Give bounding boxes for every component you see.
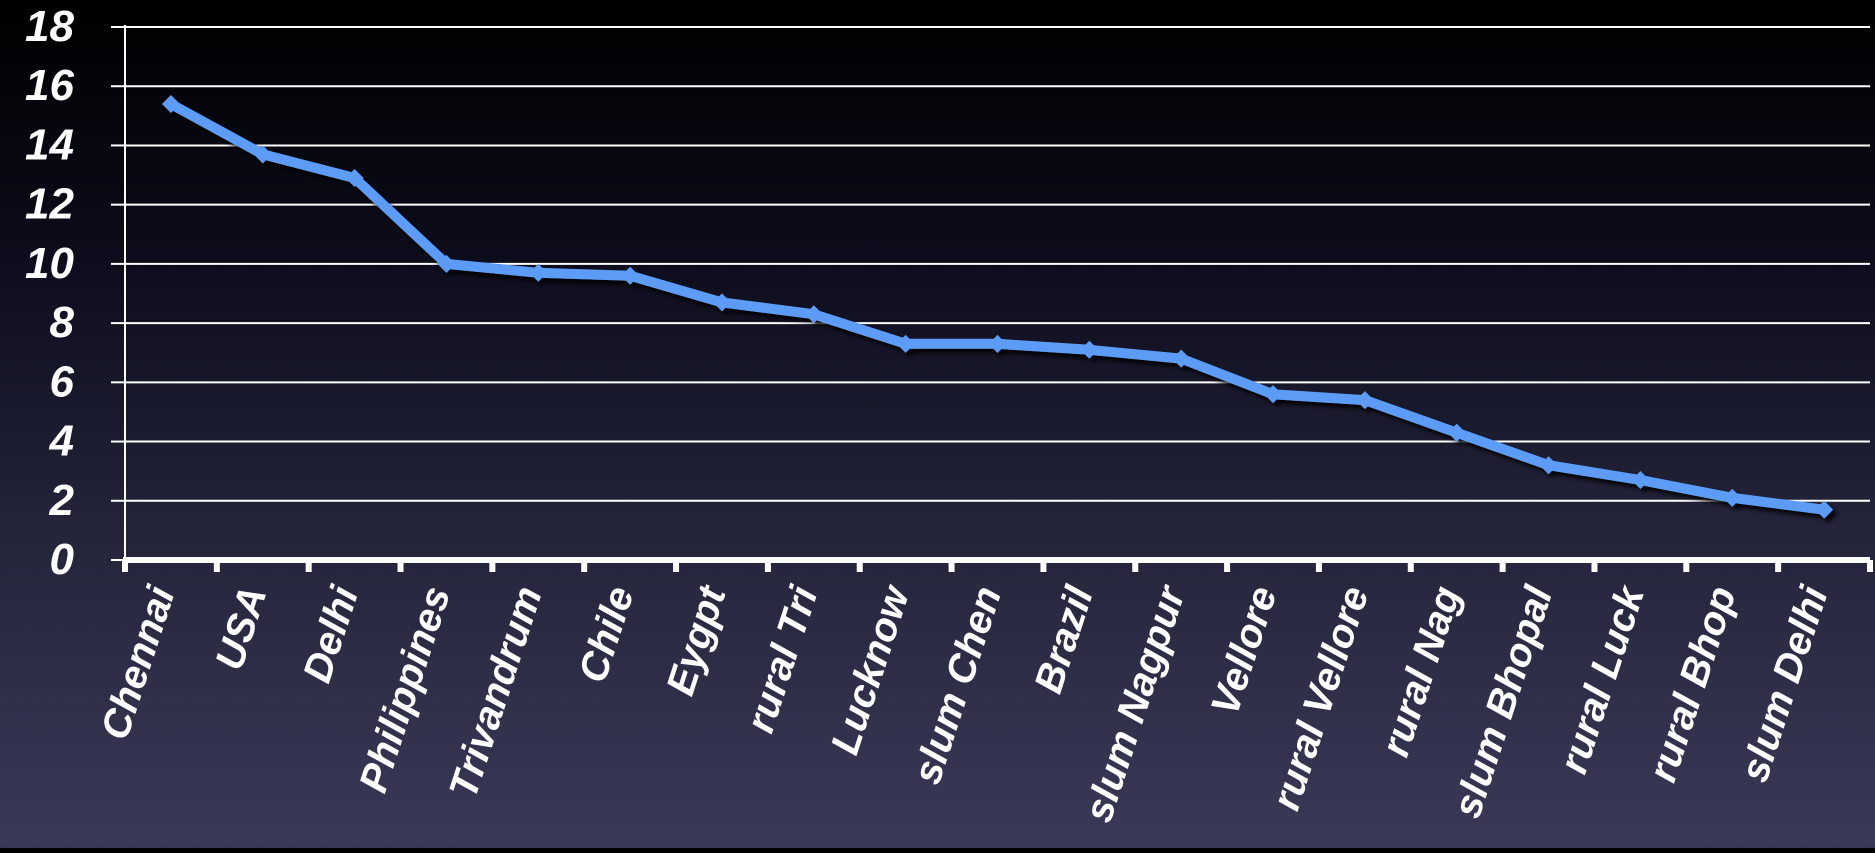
data-point [804,305,823,324]
y-tick-label-8: 8 [50,298,75,347]
data-point [896,334,915,353]
data-point [1723,488,1742,507]
y-tick-label-14: 14 [25,120,74,169]
y-tick-label-6: 6 [50,357,75,406]
data-point [712,293,731,312]
data-point [1815,500,1834,519]
data-point [1264,385,1283,404]
x-tick-label: slum Bhopal [1445,580,1561,823]
data-point [345,169,364,188]
x-tick-label: Philippines [351,581,459,798]
data-point [988,334,1007,353]
y-tick-label-18: 18 [25,2,74,51]
x-tick-label: slum Chen [905,581,1010,789]
series [161,94,1834,519]
x-tick-label: Chennai [93,580,184,745]
x-tick-label: Lucknow [823,578,919,759]
x-tick-label: USA [207,581,275,675]
y-tick-label-0: 0 [50,535,75,584]
y-tick-label-2: 2 [49,476,75,525]
data-point [529,263,548,282]
y-tick-label-16: 16 [25,61,74,110]
data-point [1539,456,1558,475]
x-tick-label: Eygpt [658,580,735,701]
x-tick-label: rural Bhop [1640,581,1744,787]
data-point [1631,471,1650,490]
axes [111,25,1873,572]
data-point [161,94,180,113]
y-tick-label-4: 4 [49,417,74,466]
x-tick-label: rural Tri [738,580,827,738]
y-tick-label-12: 12 [25,180,74,229]
data-point [621,266,640,285]
x-tick-label: Chile [571,581,643,688]
x-tick-label: Delhi [295,580,367,687]
data-point [437,254,456,273]
x-tick-label: Trivandrum [441,581,551,803]
series-line-0 [165,99,1830,515]
x-tick-label: Vellore [1203,581,1286,720]
x-tick-label: rural Luck [1551,580,1653,779]
gridlines [125,26,1870,502]
data-point [1080,340,1099,359]
data-point [253,145,272,164]
x-tick-label: slum Delhi [1732,580,1837,787]
x-tick-label: rural Vellore [1264,581,1378,815]
y-tick-label-10: 10 [25,239,74,288]
data-point [1355,391,1374,410]
data-point [1447,423,1466,442]
data-point [1172,349,1191,368]
x-tick-label: Brazil [1026,580,1102,698]
x-tick-label: rural Nag [1373,581,1469,762]
y-axis-tick-labels: 0 2 4 6 8 10 12 14 16 18 [25,2,74,584]
